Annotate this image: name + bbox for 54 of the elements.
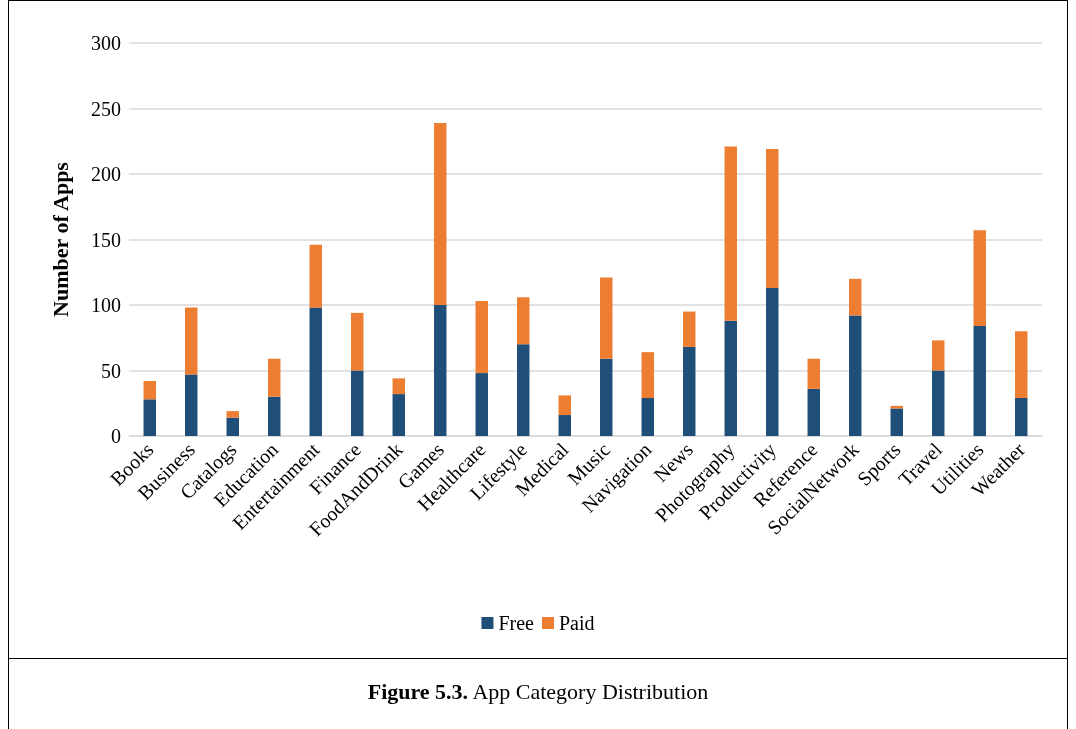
legend-label: Free <box>498 612 535 634</box>
bar <box>890 408 903 436</box>
bar <box>683 346 696 436</box>
bar <box>392 394 405 436</box>
bar <box>517 344 530 436</box>
bar <box>807 388 820 436</box>
bar <box>268 358 281 397</box>
bar <box>351 370 364 436</box>
bar <box>143 399 156 436</box>
bar <box>309 244 322 308</box>
bar <box>143 380 156 400</box>
bar <box>724 320 737 436</box>
bar <box>558 415 571 436</box>
bar <box>807 358 820 389</box>
bar <box>517 297 530 345</box>
bar <box>351 312 364 371</box>
bar <box>1015 398 1028 436</box>
bar <box>1015 331 1028 399</box>
bar <box>392 378 405 395</box>
bar <box>600 277 613 359</box>
bar <box>434 305 447 436</box>
y-axis-title: Number of Apps <box>47 161 73 317</box>
bar <box>724 146 737 321</box>
text: Figure 5.3. App Category Distribution <box>9 658 1067 729</box>
bar <box>641 352 654 399</box>
y-tick-label: 250 <box>91 97 121 120</box>
bar <box>600 358 613 436</box>
y-tick-label: 50 <box>101 359 121 382</box>
bar <box>641 398 654 436</box>
y-tick-label: 100 <box>91 294 121 316</box>
bar <box>226 417 239 436</box>
y-tick-label: 0 <box>111 425 121 447</box>
bar <box>434 122 447 305</box>
y-tick-label: 200 <box>91 163 121 185</box>
legend-label: Paid <box>558 612 595 634</box>
bar <box>558 395 571 416</box>
bar <box>932 370 945 436</box>
bar <box>766 287 779 436</box>
y-tick-label: 300 <box>91 32 121 54</box>
bar <box>683 311 696 347</box>
bar <box>932 340 945 371</box>
y-tick-label: 150 <box>91 228 121 251</box>
bar <box>973 230 986 326</box>
bar <box>309 307 322 436</box>
bar <box>268 396 281 436</box>
bar <box>973 325 986 436</box>
bar <box>849 278 862 316</box>
bar <box>185 374 198 436</box>
bar <box>226 411 239 418</box>
bar <box>475 301 488 374</box>
bar <box>475 373 488 436</box>
bar <box>185 307 198 375</box>
bar <box>849 315 862 436</box>
bar <box>766 149 779 288</box>
